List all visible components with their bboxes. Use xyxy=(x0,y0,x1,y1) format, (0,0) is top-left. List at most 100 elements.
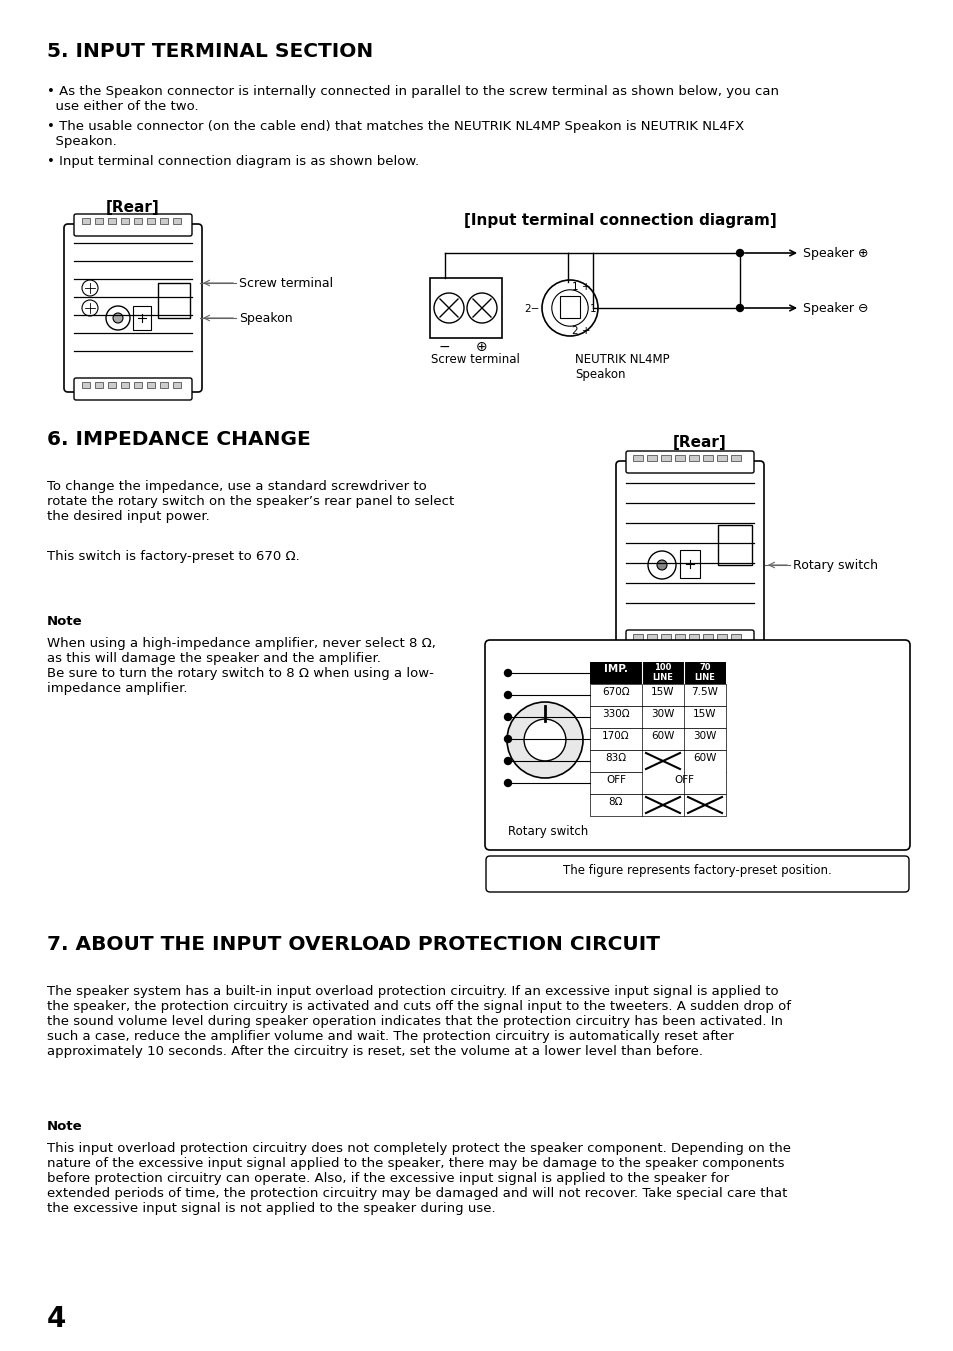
Circle shape xyxy=(523,719,565,761)
Circle shape xyxy=(434,293,463,323)
Bar xyxy=(158,282,190,317)
Bar xyxy=(147,218,154,224)
Bar xyxy=(559,296,579,317)
Text: 60W: 60W xyxy=(651,731,674,740)
Bar xyxy=(589,750,725,771)
Text: NEUTRIK NL4MP
Speakon: NEUTRIK NL4MP Speakon xyxy=(575,353,669,381)
Circle shape xyxy=(541,280,598,336)
Circle shape xyxy=(551,290,588,326)
Text: Note: Note xyxy=(47,1120,83,1133)
Bar xyxy=(675,455,684,461)
Circle shape xyxy=(647,551,676,580)
Text: • Input terminal connection diagram is as shown below.: • Input terminal connection diagram is a… xyxy=(47,155,418,168)
Bar xyxy=(160,218,168,224)
Circle shape xyxy=(467,293,497,323)
Bar xyxy=(641,771,725,794)
Text: 30W: 30W xyxy=(693,731,716,740)
Text: 5. INPUT TERMINAL SECTION: 5. INPUT TERMINAL SECTION xyxy=(47,42,373,61)
Text: 30W: 30W xyxy=(651,709,674,719)
Bar xyxy=(108,218,116,224)
Circle shape xyxy=(504,713,511,720)
Bar xyxy=(646,455,657,461)
Text: • The usable connector (on the cable end) that matches the NEUTRIK NL4MP Speakon: • The usable connector (on the cable end… xyxy=(47,120,743,149)
Bar xyxy=(718,526,751,565)
Text: 8Ω: 8Ω xyxy=(608,797,622,807)
Text: 100
LINE: 100 LINE xyxy=(652,663,673,682)
Bar xyxy=(633,455,642,461)
Circle shape xyxy=(657,561,666,570)
Bar xyxy=(717,455,726,461)
Bar xyxy=(132,305,151,330)
Bar xyxy=(688,634,699,640)
FancyBboxPatch shape xyxy=(616,461,763,644)
Text: 170Ω: 170Ω xyxy=(601,731,629,740)
Text: This switch is factory-preset to 670 Ω.: This switch is factory-preset to 670 Ω. xyxy=(47,550,299,563)
Circle shape xyxy=(504,780,511,786)
Bar xyxy=(95,382,103,388)
Text: To change the impedance, use a standard screwdriver to
rotate the rotary switch : To change the impedance, use a standard … xyxy=(47,480,454,523)
Text: 2 +: 2 + xyxy=(572,326,590,336)
Bar xyxy=(702,634,712,640)
Text: OFF: OFF xyxy=(605,775,625,785)
FancyBboxPatch shape xyxy=(484,640,909,850)
FancyBboxPatch shape xyxy=(625,451,753,473)
FancyBboxPatch shape xyxy=(625,630,753,653)
Bar xyxy=(172,382,181,388)
Text: 15W: 15W xyxy=(693,709,716,719)
Text: [Input terminal connection diagram]: [Input terminal connection diagram] xyxy=(463,213,776,228)
Text: Speakon: Speakon xyxy=(239,312,293,326)
Text: 15W: 15W xyxy=(651,688,674,697)
Bar xyxy=(82,382,90,388)
Text: [Rear]: [Rear] xyxy=(673,435,726,450)
Bar xyxy=(95,218,103,224)
Circle shape xyxy=(112,313,123,323)
Text: This input overload protection circuitry does not completely protect the speaker: This input overload protection circuitry… xyxy=(47,1142,790,1215)
Circle shape xyxy=(504,758,511,765)
Text: 70
LINE: 70 LINE xyxy=(694,663,715,682)
Bar xyxy=(646,634,657,640)
Text: IMP.: IMP. xyxy=(603,663,627,674)
Text: Rotary switch: Rotary switch xyxy=(792,559,877,571)
Bar xyxy=(160,382,168,388)
Text: Note: Note xyxy=(47,615,83,628)
Text: When using a high-impedance amplifier, never select 8 Ω,
as this will damage the: When using a high-impedance amplifier, n… xyxy=(47,638,436,694)
FancyBboxPatch shape xyxy=(64,224,202,392)
Text: Speaker ⊖: Speaker ⊖ xyxy=(802,303,867,315)
Text: 60W: 60W xyxy=(693,753,716,763)
Text: 7. ABOUT THE INPUT OVERLOAD PROTECTION CIRCUIT: 7. ABOUT THE INPUT OVERLOAD PROTECTION C… xyxy=(47,935,659,954)
Bar xyxy=(633,634,642,640)
Bar xyxy=(589,707,725,728)
Bar xyxy=(730,634,740,640)
Bar xyxy=(147,382,154,388)
Circle shape xyxy=(82,300,98,316)
Text: ⊕: ⊕ xyxy=(476,340,487,354)
Text: 2−: 2− xyxy=(524,304,539,313)
Text: 670Ω: 670Ω xyxy=(601,688,629,697)
Text: 7.5W: 7.5W xyxy=(691,688,718,697)
Bar xyxy=(660,455,670,461)
Text: Screw terminal: Screw terminal xyxy=(430,353,518,366)
Circle shape xyxy=(106,305,130,330)
Text: OFF: OFF xyxy=(673,775,693,785)
Bar xyxy=(589,684,725,707)
Bar xyxy=(121,218,129,224)
Bar xyxy=(430,278,501,338)
Circle shape xyxy=(82,280,98,296)
Circle shape xyxy=(504,670,511,677)
Text: 6. IMPEDANCE CHANGE: 6. IMPEDANCE CHANGE xyxy=(47,430,311,449)
Text: −: − xyxy=(437,340,450,354)
Bar xyxy=(82,218,90,224)
Text: 330Ω: 330Ω xyxy=(601,709,629,719)
Bar xyxy=(133,382,142,388)
Bar xyxy=(675,634,684,640)
Bar xyxy=(717,634,726,640)
Text: 1 +: 1 + xyxy=(572,282,590,292)
Bar xyxy=(702,455,712,461)
Text: The figure represents factory-preset position.: The figure represents factory-preset pos… xyxy=(562,865,830,877)
Bar xyxy=(688,455,699,461)
Bar xyxy=(589,771,725,794)
Circle shape xyxy=(736,250,742,257)
Circle shape xyxy=(506,703,582,778)
Text: 1−: 1− xyxy=(589,304,605,313)
Text: The speaker system has a built-in input overload protection circuitry. If an exc: The speaker system has a built-in input … xyxy=(47,985,790,1058)
